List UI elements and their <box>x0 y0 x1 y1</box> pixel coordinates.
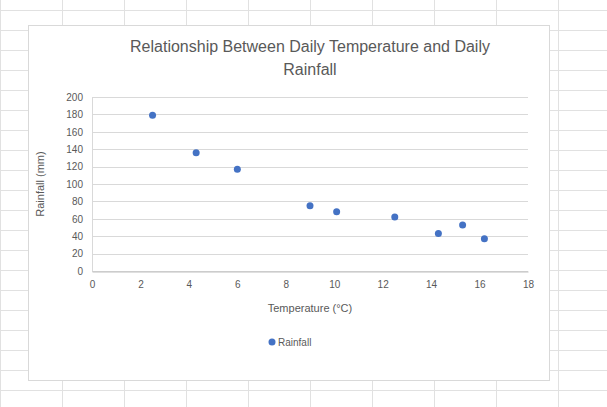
legend-marker <box>269 339 276 346</box>
x-tick: 2 <box>138 272 144 290</box>
x-tick: 10 <box>329 272 341 290</box>
data-point <box>149 112 156 119</box>
x-axis-line <box>93 272 529 273</box>
y-tick-label: 40 <box>72 231 84 242</box>
x-axis: 0 2 4 6 8 10 12 14 16 18 <box>90 272 535 290</box>
y-tick: 140 <box>66 144 92 155</box>
y-tick-label: 100 <box>66 179 83 190</box>
x-tick-label: 12 <box>378 279 390 290</box>
legend-label: Rainfall <box>278 337 311 348</box>
sheet-grid <box>0 0 607 407</box>
y-tick: 160 <box>66 127 92 138</box>
y-tick-label: 160 <box>66 127 83 138</box>
data-point <box>459 221 466 228</box>
y-axis-title: Rainfall (mm) <box>34 151 46 216</box>
x-tick-label: 18 <box>523 279 535 290</box>
grid-line <box>92 236 528 237</box>
y-tick: 80 <box>72 196 92 207</box>
grid-line <box>92 97 528 98</box>
chart-title: Relationship Between Daily Temperature a… <box>130 38 490 78</box>
y-tick: 200 <box>66 92 92 103</box>
grid-line <box>92 132 528 133</box>
grid-line <box>92 184 528 185</box>
series <box>149 112 488 243</box>
x-tick: 8 <box>283 272 289 290</box>
y-tick: 20 <box>72 248 92 259</box>
legend-item: Rainfall <box>269 337 312 348</box>
x-tick-label: 4 <box>187 279 193 290</box>
y-tick-label: 120 <box>66 161 83 172</box>
x-tick-label: 2 <box>138 279 144 290</box>
y-tick-label: 180 <box>66 109 83 120</box>
x-tick: 14 <box>426 272 438 290</box>
x-tick: 12 <box>378 272 390 290</box>
y-tick-label: 200 <box>66 92 83 103</box>
y-tick: 180 <box>66 109 92 120</box>
grid-line <box>92 254 528 255</box>
x-tick-label: 10 <box>329 279 341 290</box>
data-point <box>481 235 488 242</box>
sheet-col-line <box>558 0 559 407</box>
grid-line <box>92 167 528 168</box>
y-tick: 120 <box>66 161 92 172</box>
y-tick-label: 0 <box>77 266 83 277</box>
data-point <box>234 166 241 173</box>
x-tick: 0 <box>90 272 96 290</box>
x-tick-label: 8 <box>283 279 289 290</box>
data-point <box>307 202 314 209</box>
x-axis-title: Temperature (°C) <box>268 302 352 314</box>
sheet-row-line <box>0 390 607 391</box>
data-point <box>193 149 200 156</box>
chart-area <box>29 26 550 381</box>
y-tick-label: 80 <box>72 196 84 207</box>
grid-line <box>92 271 528 272</box>
x-tick: 6 <box>235 272 241 290</box>
y-tick-label: 20 <box>72 248 84 259</box>
x-tick: 16 <box>474 272 486 290</box>
sheet-col-line <box>0 0 1 407</box>
plot-marks <box>149 112 488 243</box>
y-tick: 0 <box>77 266 92 277</box>
y-tick: 60 <box>72 214 92 225</box>
x-tick: 18 <box>523 272 535 290</box>
y-tick-label: 140 <box>66 144 83 155</box>
y-axis-line <box>92 98 93 272</box>
data-point <box>391 214 398 221</box>
x-tick-label: 14 <box>426 279 438 290</box>
grid-line <box>92 149 528 150</box>
x-tick-label: 16 <box>474 279 486 290</box>
grid-line <box>92 114 528 115</box>
data-point <box>333 208 340 215</box>
y-tick-label: 60 <box>72 214 84 225</box>
x-tick: 4 <box>187 272 193 290</box>
grid-line <box>92 201 528 202</box>
y-tick: 40 <box>72 231 92 242</box>
x-tick-label: 6 <box>235 279 241 290</box>
y-axis: 0 20 40 60 80 100 120 140 160 180 200 <box>66 92 92 277</box>
legend: Rainfall <box>269 337 312 348</box>
y-tick: 100 <box>66 179 92 190</box>
grid <box>92 98 528 272</box>
x-tick-label: 0 <box>90 279 96 290</box>
data-point <box>435 230 442 237</box>
grid-line <box>92 219 528 220</box>
chart-svg: 0 20 40 60 80 100 120 140 160 180 200 0 2 4 6 8 10 12 14 16… <box>0 0 607 407</box>
sheet-row-line <box>0 10 607 11</box>
